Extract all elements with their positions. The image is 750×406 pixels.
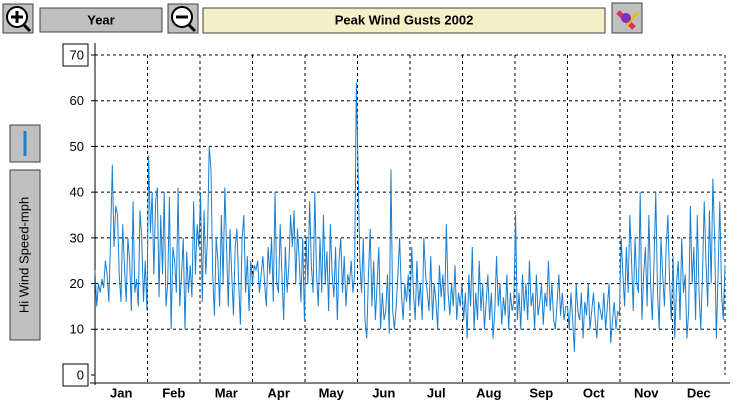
period-button[interactable]: Year [39, 7, 163, 33]
print-button[interactable] [611, 2, 643, 34]
y-tick-label: 0 [77, 367, 84, 382]
series-color-button[interactable] [9, 124, 41, 163]
x-tick-label: Jun [372, 385, 395, 400]
x-tick-label: Feb [162, 385, 185, 400]
y-tick-label: 60 [70, 93, 84, 108]
y-limit-box [62, 43, 89, 67]
x-tick-label: Mar [215, 385, 238, 400]
x-tick-label: Jan [110, 385, 132, 400]
y-limit-box [62, 363, 89, 387]
data-line [94, 82, 726, 353]
y-tick-label: 50 [70, 139, 84, 154]
x-tick-label: Dec [687, 385, 711, 400]
x-tick-label: May [319, 385, 345, 400]
zoom-in-button[interactable] [2, 3, 34, 34]
chart-title: Peak Wind Gusts 2002 [335, 12, 474, 27]
y-tick-label: 20 [70, 276, 84, 291]
x-tick-label: Nov [634, 385, 659, 400]
y-axis-label-button[interactable]: Hi Wind Speed-mph [9, 169, 41, 341]
x-tick-label: Sep [529, 385, 553, 400]
y-tick-label: 70 [70, 47, 84, 62]
x-tick-label: Jul [427, 385, 446, 400]
y-tick-label: 10 [70, 322, 84, 337]
title-box [202, 7, 606, 34]
x-tick-label: Apr [268, 385, 290, 400]
x-tick-label: Oct [583, 385, 605, 400]
period-label: Year [87, 12, 114, 27]
y-tick-label: 40 [70, 185, 84, 200]
y-tick-label: 30 [70, 230, 84, 245]
zoom-out-button[interactable] [167, 3, 199, 34]
y-axis-label: Hi Wind Speed-mph [16, 197, 31, 313]
x-tick-label: Aug [476, 385, 501, 400]
